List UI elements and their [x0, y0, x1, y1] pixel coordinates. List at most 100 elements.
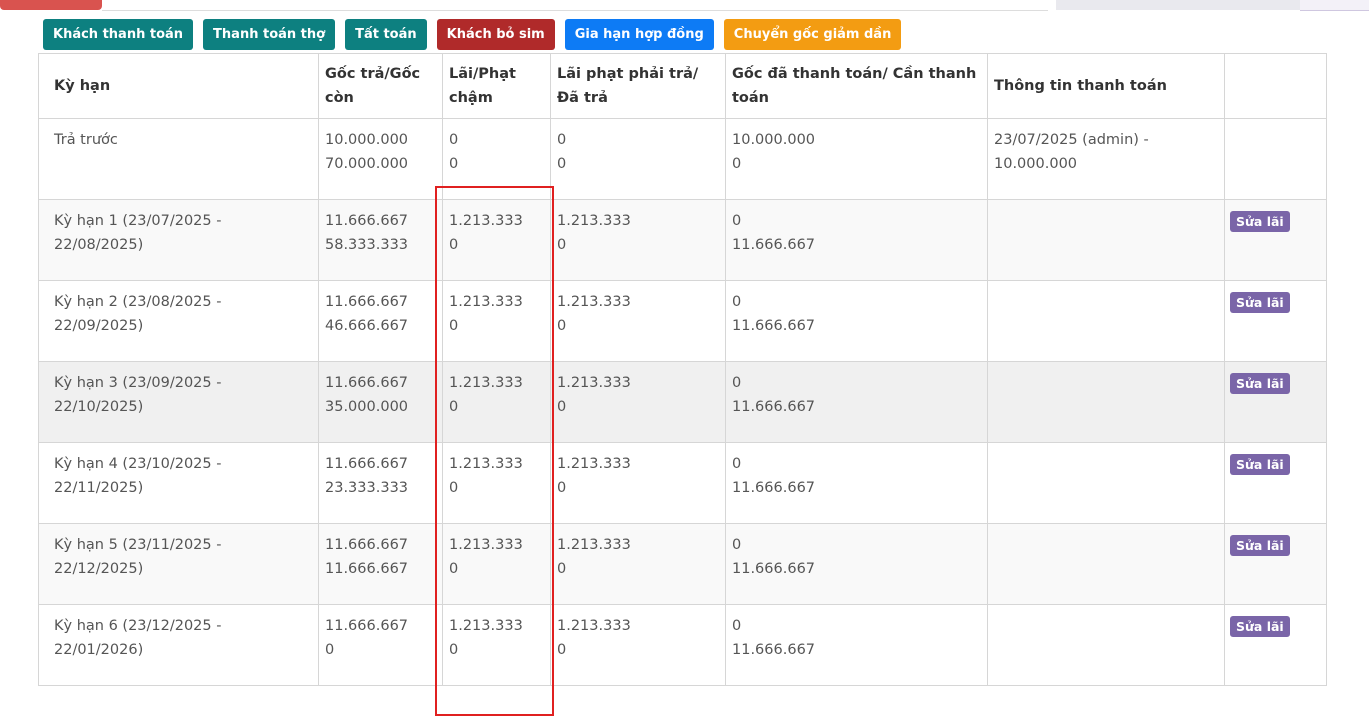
principal-done-value: 0 — [732, 375, 742, 391]
action-toolbar: Khách thanh toán Thanh toán thợ Tất toán… — [43, 19, 902, 50]
interest-cell: 1.213.333 0 — [442, 442, 551, 524]
principal-done-value: 10.000.000 — [732, 132, 816, 148]
late-fee-value: 0 — [449, 156, 459, 172]
principal-remaining: 23.333.333 — [325, 480, 409, 496]
payment-info-cell — [987, 280, 1225, 362]
term-label: Trả trước — [54, 132, 118, 148]
principal-paid-cell: 0 11.666.667 — [725, 280, 988, 362]
principal-cell: 11.666.667 0 — [318, 604, 443, 686]
header-payment-info: Thông tin thanh toán — [987, 53, 1225, 119]
fee-paid-value: 0 — [557, 399, 567, 415]
late-fee-value: 0 — [449, 237, 459, 253]
payment-info-cell — [987, 361, 1225, 443]
top-grey-tabs[interactable] — [1056, 0, 1300, 10]
principal-paid: 11.666.667 — [325, 294, 409, 310]
fee-due-cell: 1.213.333 0 — [550, 361, 726, 443]
principal-cell: 11.666.667 35.000.000 — [318, 361, 443, 443]
principal-paid: 11.666.667 — [325, 618, 409, 634]
actions-cell — [1224, 118, 1327, 200]
decreasing-principal-button[interactable]: Chuyển gốc giảm dần — [723, 19, 902, 50]
principal-paid-cell: 0 11.666.667 — [725, 361, 988, 443]
customer-drop-sim-button[interactable]: Khách bỏ sim — [436, 19, 555, 50]
principal-remaining: 35.000.000 — [325, 399, 409, 415]
principal-paid: 10.000.000 — [325, 132, 409, 148]
extend-contract-button[interactable]: Gia hạn hợp đồng — [564, 19, 714, 50]
principal-done-value: 0 — [732, 618, 742, 634]
edit-interest-button[interactable]: Sửa lãi — [1230, 211, 1290, 232]
principal-done-value: 0 — [732, 456, 742, 472]
header-principal-paid: Gốc đã thanh toán/ Cần thanh toán — [725, 53, 988, 119]
interest-value: 1.213.333 — [449, 294, 523, 310]
customer-payment-button[interactable]: Khách thanh toán — [43, 19, 194, 50]
interest-value: 1.213.333 — [449, 375, 523, 391]
principal-paid: 11.666.667 — [325, 375, 409, 391]
principal-need-value: 11.666.667 — [732, 399, 816, 415]
fee-due-cell: 1.213.333 0 — [550, 199, 726, 281]
actions-cell: Sửa lãi — [1224, 199, 1327, 281]
fee-paid-value: 0 — [557, 642, 567, 658]
interest-cell: 1.213.333 0 — [442, 361, 551, 443]
term-label: Kỳ hạn 4 (23/10/2025 - 22/11/2025) — [54, 456, 222, 496]
principal-need-value: 11.666.667 — [732, 642, 816, 658]
edit-interest-button[interactable]: Sửa lãi — [1230, 535, 1290, 556]
late-fee-value: 0 — [449, 480, 459, 496]
principal-cell: 10.000.000 70.000.000 — [318, 118, 443, 200]
fee-paid-value: 0 — [557, 480, 567, 496]
term-cell: Kỳ hạn 1 (23/07/2025 - 22/08/2025) — [38, 199, 319, 281]
term-cell: Kỳ hạn 6 (23/12/2025 - 22/01/2026) — [38, 604, 319, 686]
fee-due-value: 1.213.333 — [557, 294, 631, 310]
term-cell: Kỳ hạn 5 (23/11/2025 - 22/12/2025) — [38, 523, 319, 605]
principal-done-value: 0 — [732, 294, 742, 310]
payment-info-cell: 23/07/2025 (admin) - 10.000.000 — [987, 118, 1225, 200]
edit-interest-button[interactable]: Sửa lãi — [1230, 616, 1290, 637]
payment-info-cell — [987, 199, 1225, 281]
term-label: Kỳ hạn 1 (23/07/2025 - 22/08/2025) — [54, 213, 222, 253]
table-row: Kỳ hạn 5 (23/11/2025 - 22/12/2025) 11.666… — [38, 523, 1327, 605]
table-header-row: Kỳ hạn Gốc trả/Gốc còn Lãi/Phạt chậm Lãi… — [38, 53, 1327, 119]
interest-cell: 1.213.333 0 — [442, 280, 551, 362]
table-row: Kỳ hạn 3 (23/09/2025 - 22/10/2025) 11.666… — [38, 361, 1327, 443]
late-fee-value: 0 — [449, 399, 459, 415]
table-row: Kỳ hạn 4 (23/10/2025 - 22/11/2025) 11.666… — [38, 442, 1327, 524]
top-strip — [0, 0, 1369, 12]
principal-cell: 11.666.667 58.333.333 — [318, 199, 443, 281]
payment-info-text: 23/07/2025 (admin) - 10.000.000 — [994, 132, 1149, 172]
principal-need-value: 0 — [732, 156, 742, 172]
payment-info-cell — [987, 523, 1225, 605]
actions-cell: Sửa lãi — [1224, 523, 1327, 605]
principal-paid: 11.666.667 — [325, 537, 409, 553]
term-label: Kỳ hạn 2 (23/08/2025 - 22/09/2025) — [54, 294, 222, 334]
fee-due-value: 1.213.333 — [557, 456, 631, 472]
term-label: Kỳ hạn 5 (23/11/2025 - 22/12/2025) — [54, 537, 222, 577]
settle-button[interactable]: Tất toán — [345, 19, 427, 50]
header-fee-due: Lãi phạt phải trả/Đã trả — [550, 53, 726, 119]
principal-paid-cell: 0 11.666.667 — [725, 523, 988, 605]
term-cell: Kỳ hạn 3 (23/09/2025 - 22/10/2025) — [38, 361, 319, 443]
payment-info-cell — [987, 604, 1225, 686]
term-cell: Kỳ hạn 2 (23/08/2025 - 22/09/2025) — [38, 280, 319, 362]
top-bar — [102, 0, 1048, 11]
edit-interest-button[interactable]: Sửa lãi — [1230, 454, 1290, 475]
term-cell: Trả trước — [38, 118, 319, 200]
edit-interest-button[interactable]: Sửa lãi — [1230, 373, 1290, 394]
principal-paid: 11.666.667 — [325, 213, 409, 229]
fee-due-value: 0 — [557, 132, 567, 148]
principal-done-value: 0 — [732, 213, 742, 229]
principal-paid-cell: 10.000.000 0 — [725, 118, 988, 200]
edit-interest-button[interactable]: Sửa lãi — [1230, 292, 1290, 313]
principal-paid-cell: 0 11.666.667 — [725, 199, 988, 281]
top-red-tab[interactable] — [0, 0, 102, 10]
fee-due-cell: 1.213.333 0 — [550, 442, 726, 524]
header-term: Kỳ hạn — [38, 53, 319, 119]
worker-payment-button[interactable]: Thanh toán thợ — [203, 19, 336, 50]
interest-cell: 1.213.333 0 — [442, 604, 551, 686]
actions-cell: Sửa lãi — [1224, 442, 1327, 524]
fee-due-value: 1.213.333 — [557, 213, 631, 229]
actions-cell: Sửa lãi — [1224, 361, 1327, 443]
top-purple-tab[interactable] — [1300, 0, 1369, 11]
late-fee-value: 0 — [449, 318, 459, 334]
fee-paid-value: 0 — [557, 237, 567, 253]
interest-value: 1.213.333 — [449, 618, 523, 634]
